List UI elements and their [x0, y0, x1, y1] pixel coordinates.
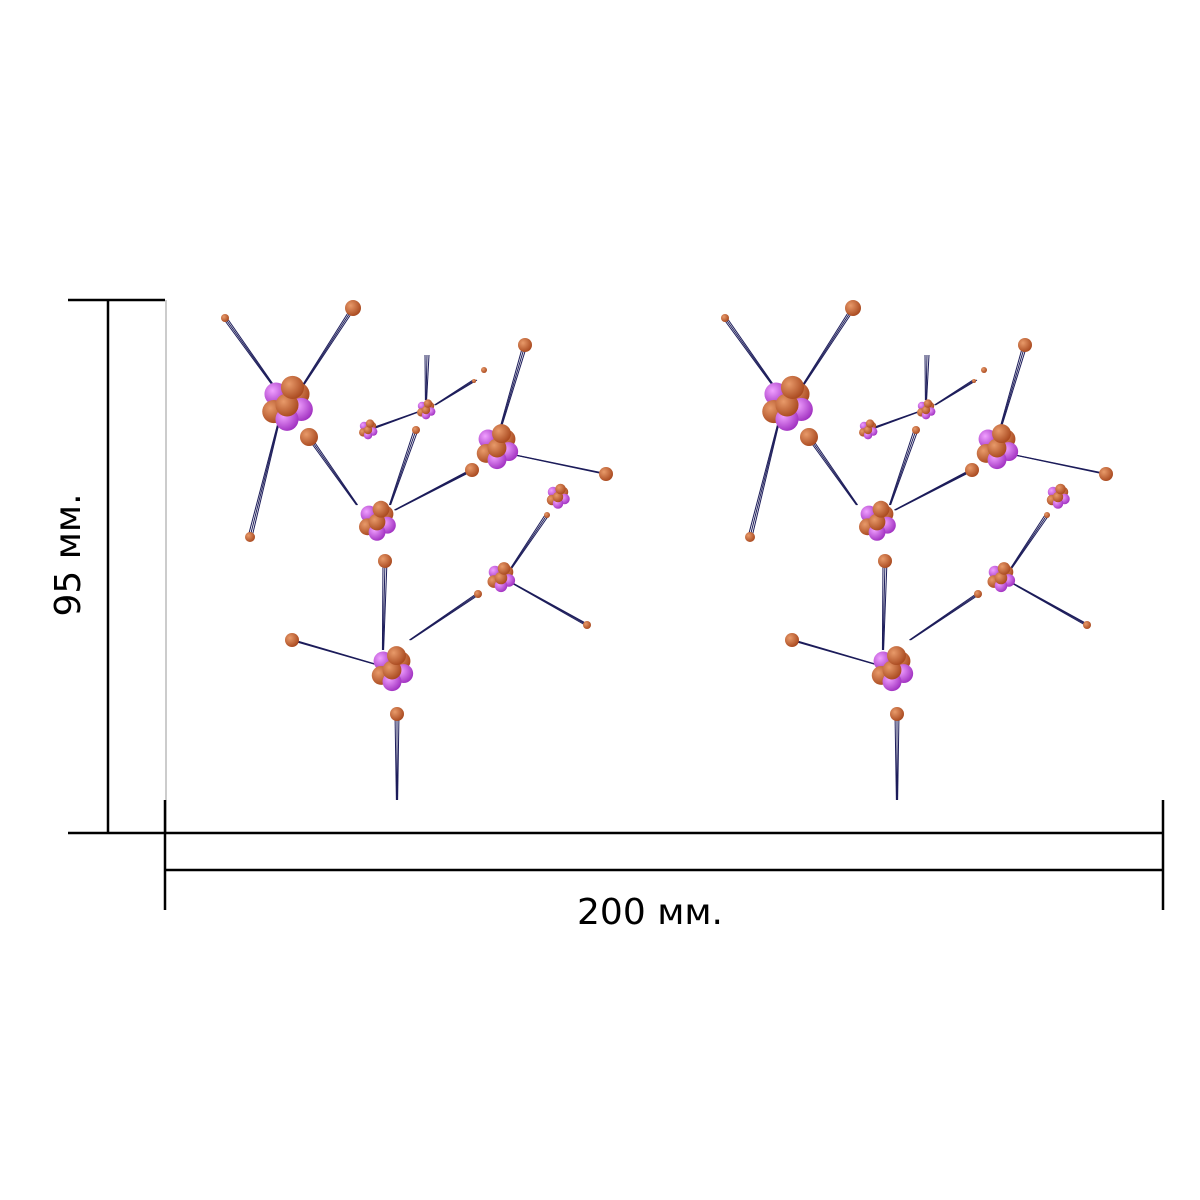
bead: [583, 621, 591, 629]
stem: [389, 429, 417, 506]
stem: [512, 582, 590, 626]
stem: [222, 317, 280, 396]
stem: [369, 411, 419, 431]
stem: [299, 307, 354, 391]
bead: [494, 571, 508, 585]
bead: [544, 512, 550, 518]
stem: [395, 469, 475, 511]
bead: [474, 590, 482, 598]
stem: [247, 424, 278, 538]
stem: [435, 379, 478, 406]
stem: [498, 344, 524, 431]
stem: [224, 317, 281, 396]
bead: [390, 707, 404, 721]
stem: [310, 436, 359, 506]
stem: [426, 354, 430, 401]
bead: [552, 491, 564, 503]
bead: [492, 424, 511, 444]
width-label: 200 мм.: [577, 892, 723, 933]
bead: [300, 428, 318, 446]
stem: [298, 307, 352, 391]
bead: [472, 379, 476, 383]
stem: [394, 713, 397, 801]
stem: [382, 560, 386, 651]
stem: [500, 344, 528, 431]
bead: [599, 467, 613, 481]
stem: [425, 354, 428, 401]
stem: [510, 514, 550, 571]
stem: [249, 424, 279, 538]
bead: [465, 463, 479, 477]
stem: [306, 436, 357, 506]
bead: [345, 300, 361, 316]
bead: [518, 338, 532, 352]
bead: [497, 562, 511, 575]
bead: [487, 438, 507, 458]
bead: [365, 419, 375, 428]
bead: [387, 646, 406, 666]
bead: [481, 367, 487, 373]
bead: [275, 393, 299, 417]
bead: [363, 425, 373, 435]
stem: [388, 429, 415, 506]
stem: [499, 344, 526, 431]
stem: [308, 436, 358, 506]
bead: [412, 426, 420, 434]
stem: [251, 424, 280, 538]
branch-pattern: [221, 300, 613, 801]
bead: [378, 554, 392, 568]
stem: [293, 639, 379, 666]
bead: [368, 513, 386, 531]
stem: [410, 593, 481, 641]
stem: [397, 713, 400, 801]
bead: [280, 375, 305, 399]
stem: [390, 429, 419, 506]
stem: [509, 514, 548, 571]
bead: [421, 405, 431, 415]
stem: [383, 560, 388, 651]
bead: [423, 399, 433, 408]
stem: [300, 307, 356, 391]
bead: [555, 483, 566, 495]
stem: [508, 514, 546, 571]
stem: [226, 317, 282, 396]
stem: [381, 560, 384, 651]
bead: [372, 500, 390, 518]
bead: [245, 532, 255, 542]
bead: [285, 633, 299, 647]
bead: [221, 314, 229, 322]
height-label: 95 мм.: [48, 493, 89, 616]
stem: [515, 454, 609, 475]
bead: [382, 660, 402, 680]
